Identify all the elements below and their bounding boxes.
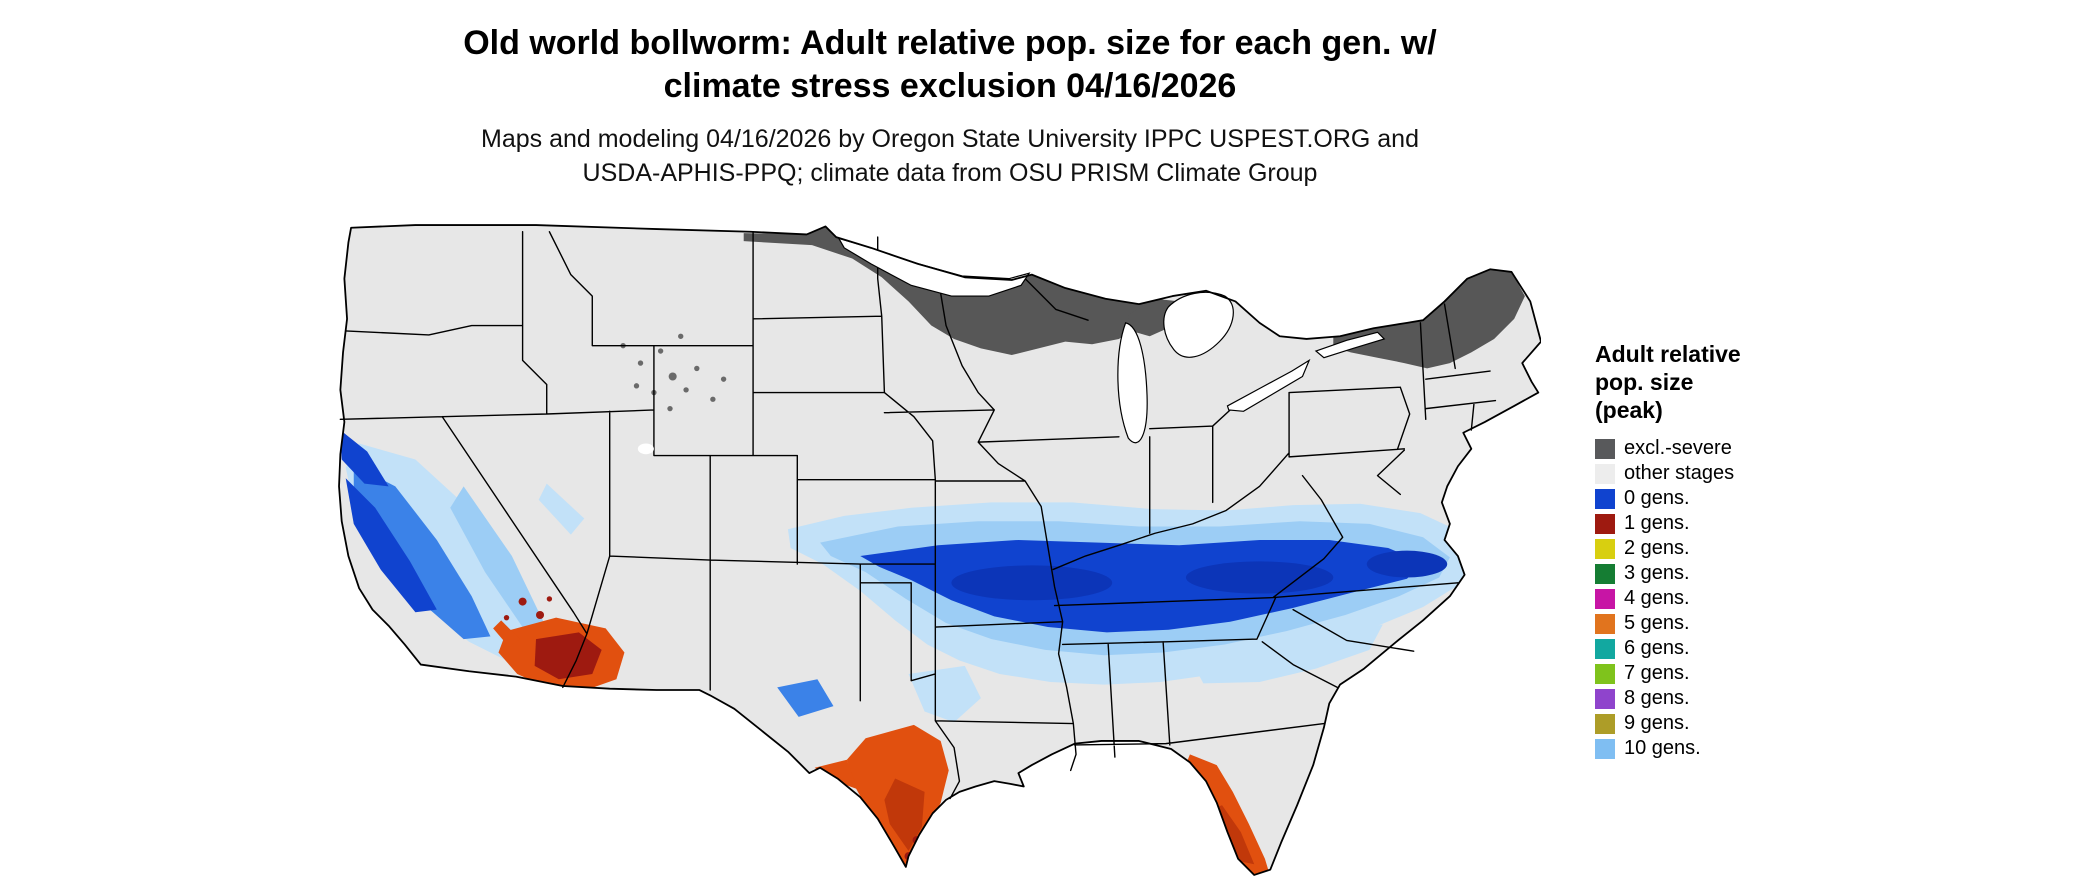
legend-item-other-stages: other stages	[1595, 461, 1875, 486]
legend-swatch-excl-severe	[1595, 438, 1615, 459]
legend-swatch-1-gens	[1595, 513, 1615, 534]
map-subtitle: Maps and modeling 04/16/2026 by Oregon S…	[260, 123, 1640, 191]
region-gen1-mojave-dot4	[546, 596, 553, 602]
region-gen1-mojave-dot1	[518, 597, 527, 606]
region-excluded-northeast	[1333, 269, 1525, 369]
legend-swatch-0-gens	[1595, 488, 1615, 509]
region-gen0-southeast-fringe	[1192, 624, 1383, 684]
legend-item-5-gens: 5 gens.	[1595, 611, 1875, 636]
legend-item-2-gens: 2 gens.	[1595, 536, 1875, 561]
legend-label-9-gens: 9 gens.	[1624, 712, 1690, 735]
legend-label-3-gens: 3 gens.	[1624, 562, 1690, 585]
map-subtitle-line1: Maps and modeling 04/16/2026 by Oregon S…	[481, 125, 1419, 153]
lake-michigan	[1118, 323, 1147, 443]
legend-label-8-gens: 8 gens.	[1624, 687, 1690, 710]
region-excluded-rockies-speckle	[620, 333, 727, 412]
legend-label-10-gens: 10 gens.	[1624, 737, 1701, 760]
region-gen0-california-mid	[353, 464, 491, 640]
map-title-line2: climate stress exclusion 04/16/2026	[663, 66, 1237, 105]
legend-item-7-gens: 7 gens.	[1595, 661, 1875, 686]
legend-label-7-gens: 7 gens.	[1624, 662, 1690, 685]
us-choropleth-map	[335, 218, 1541, 882]
region-gen0-westtexas-spot	[777, 679, 834, 717]
legend-title-line1: Adult relative	[1595, 341, 1741, 367]
region-gen0-nevada-pale	[538, 483, 585, 535]
region-gen5-colorado-river-strip	[493, 620, 520, 648]
map-title-line1: Old world bollworm: Adult relative pop. …	[463, 24, 1437, 62]
legend-swatch-7-gens	[1595, 663, 1615, 684]
legend-item-4-gens: 4 gens.	[1595, 586, 1875, 611]
legend-items: excl.-severe other stages 0 gens. 1 gens…	[1595, 436, 1875, 761]
lake-ontario	[1316, 332, 1384, 357]
great-salt-lake	[637, 443, 654, 455]
region-gen0-band-core1	[951, 565, 1113, 601]
legend-item-10-gens: 10 gens.	[1595, 736, 1875, 761]
legend-item-6-gens: 6 gens.	[1595, 636, 1875, 661]
header: Old world bollworm: Adult relative pop. …	[260, 22, 1640, 191]
region-gen5-southtexas-core	[884, 778, 925, 851]
legend-label-1-gens: 1 gens.	[1624, 512, 1690, 535]
legend-title-line2: pop. size	[1595, 369, 1694, 396]
great-lakes	[637, 238, 1384, 455]
legend-title: Adult relative pop. size (peak)	[1595, 340, 1875, 424]
model-data-regions	[340, 226, 1525, 875]
legend-label-excl-severe: excl.-severe	[1624, 437, 1732, 460]
legend-label-other-stages: other stages	[1624, 462, 1735, 485]
legend-swatch-5-gens	[1595, 613, 1615, 634]
region-gen0-norcal-deep	[340, 430, 389, 487]
region-gen1-arizona-red-core	[534, 632, 602, 680]
legend-swatch-3-gens	[1595, 563, 1615, 584]
legend-swatch-8-gens	[1595, 688, 1615, 709]
region-gen0-california-deep	[345, 478, 437, 613]
map-subtitle-line2: USDA-APHIS-PPQ; climate data from OSU PR…	[582, 158, 1318, 187]
legend-label-4-gens: 4 gens.	[1624, 587, 1690, 610]
region-gen0-sierra-light	[450, 486, 545, 632]
state-borders	[340, 232, 1495, 799]
us-outline	[339, 225, 1541, 875]
legend-swatch-6-gens	[1595, 638, 1615, 659]
region-gen1-mojave-dot3	[503, 614, 510, 621]
legend-label-0-gens: 0 gens.	[1624, 487, 1690, 510]
legend-item-excl-severe: excl.-severe	[1595, 436, 1875, 461]
region-gen0-texas-fringe	[908, 665, 981, 723]
legend-swatch-other-stages	[1595, 463, 1615, 484]
legend-swatch-9-gens	[1595, 713, 1615, 734]
legend-label-6-gens: 6 gens.	[1624, 637, 1690, 660]
legend-item-1-gens: 1 gens.	[1595, 511, 1875, 536]
legend-item-0-gens: 0 gens.	[1595, 486, 1875, 511]
legend-label-2-gens: 2 gens.	[1624, 537, 1690, 560]
legend-item-9-gens: 9 gens.	[1595, 711, 1875, 736]
region-gen0-band-core3	[1366, 550, 1448, 578]
legend-swatch-10-gens	[1595, 738, 1615, 759]
legend-label-5-gens: 5 gens.	[1624, 612, 1690, 635]
legend-swatch-2-gens	[1595, 538, 1615, 559]
legend-item-8-gens: 8 gens.	[1595, 686, 1875, 711]
us-map-svg	[335, 218, 1541, 882]
region-gen5-florida-core	[1214, 805, 1255, 865]
legend-title-line3: (peak)	[1595, 397, 1663, 424]
lake-erie	[1227, 360, 1309, 411]
region-gen5-riogrande-strip	[814, 759, 858, 790]
legend-swatch-4-gens	[1595, 588, 1615, 609]
region-gen1-mojave-dot2	[536, 610, 545, 620]
lake-huron	[1164, 292, 1234, 357]
legend: Adult relative pop. size (peak) excl.-se…	[1595, 340, 1875, 761]
legend-item-3-gens: 3 gens.	[1595, 561, 1875, 586]
region-gen0-band-core2	[1185, 561, 1334, 594]
